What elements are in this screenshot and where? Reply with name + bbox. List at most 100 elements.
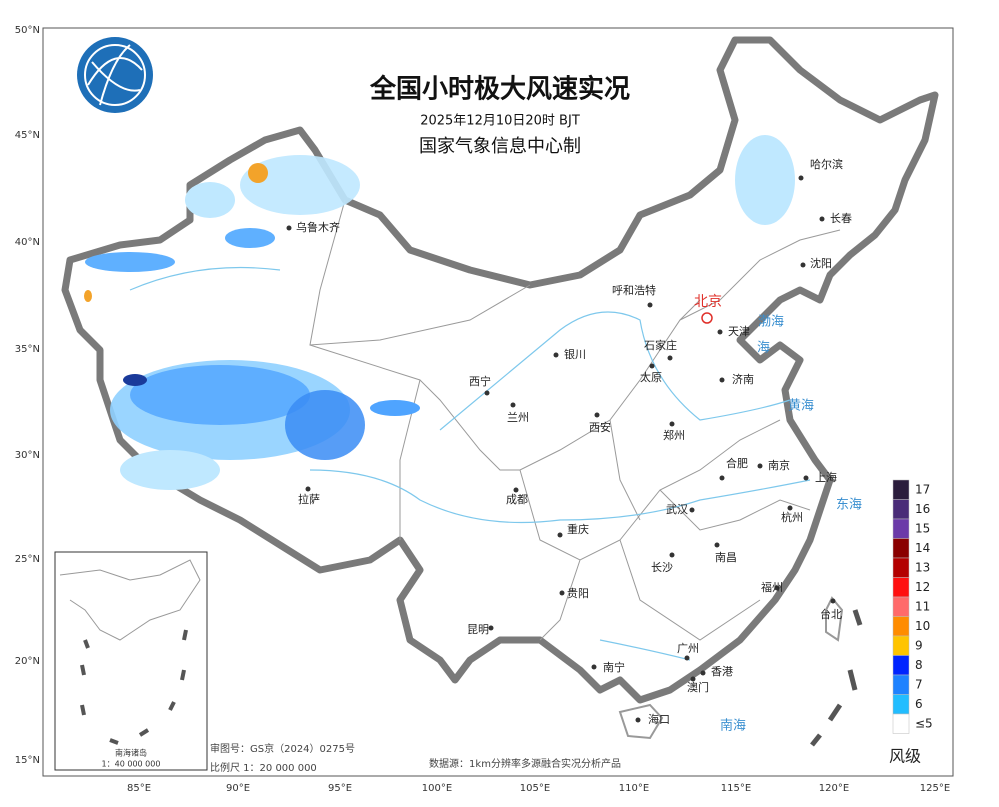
map-frame: [42, 27, 954, 777]
legend-label: 8: [915, 658, 923, 672]
city-label: 杭州: [781, 510, 803, 524]
legend-label: 7: [915, 678, 923, 692]
city-dot: [819, 216, 825, 222]
city-label: 郑州: [663, 428, 685, 442]
city-dot: [798, 175, 804, 181]
sea-label: 东海: [836, 498, 862, 513]
city-label: 广州: [677, 642, 699, 655]
city-dot: [684, 655, 690, 661]
city-dot: [787, 505, 793, 511]
legend-label: 6: [915, 697, 923, 711]
rivers: [129, 266, 811, 661]
city-label: 香港: [711, 665, 733, 678]
city-label: 银川: [564, 347, 586, 361]
city-label: 福州: [761, 580, 783, 594]
city-label: 西安: [589, 420, 611, 434]
city-dot: [830, 598, 836, 604]
longitude-label: 120°E: [819, 783, 849, 794]
legend-swatch: [892, 694, 910, 715]
city-dot: [488, 625, 494, 631]
city-dot: [719, 377, 725, 383]
city-dot: [803, 475, 809, 481]
legend-swatch: [892, 713, 910, 734]
province-borders: [309, 199, 841, 641]
producer: 国家气象信息中心制: [419, 136, 581, 157]
city-dot: [553, 352, 559, 358]
boundary-dashes: [810, 609, 863, 747]
city-label: 乌鲁木齐: [296, 220, 340, 234]
latitude-label: 25°N: [15, 554, 40, 565]
latitude-label: 45°N: [15, 130, 40, 141]
legend-swatch: [892, 674, 910, 695]
city-dot: [559, 590, 565, 596]
city-dot: [594, 412, 600, 418]
legend-swatch: [892, 499, 910, 520]
latitude-label: 30°N: [15, 450, 40, 461]
city-label: 海口: [648, 712, 670, 726]
legend-label: 16: [915, 502, 930, 516]
legend-swatch: [892, 518, 910, 539]
map-subtitle: 2025年12月10日20时 BJT: [420, 114, 580, 129]
inset-outline: [59, 559, 201, 641]
longitude-label: 100°E: [422, 783, 452, 794]
legend-swatch: [892, 616, 910, 637]
legend-swatch: [892, 479, 910, 500]
latitude-label: 40°N: [15, 237, 40, 248]
legend-label: 15: [915, 522, 930, 536]
inset-boundary-dashes: [80, 629, 188, 745]
city-label: 济南: [732, 372, 754, 386]
inset-title: 南海诸岛: [115, 748, 147, 758]
city-dot: [647, 302, 653, 308]
data-source: 数据源：1km分辨率多源融合实况分析产品: [429, 757, 621, 770]
city-dot: [557, 532, 563, 538]
city-label: 太原: [640, 371, 662, 384]
latitude-label: 20°N: [15, 656, 40, 667]
city-dot: [667, 355, 673, 361]
city-label: 长春: [830, 212, 852, 225]
legend-label: 9: [915, 639, 923, 653]
latitude-label: 35°N: [15, 344, 40, 355]
city-label: 拉萨: [298, 492, 320, 506]
city-dot: [800, 262, 806, 268]
city-dot: [484, 390, 490, 396]
capital-label: 北京: [694, 294, 722, 310]
city-label: 澳门: [687, 680, 709, 694]
city-dot: [513, 487, 519, 493]
city-label: 呼和浩特: [612, 283, 656, 297]
legend-swatch: [892, 635, 910, 656]
legend-label: 14: [915, 541, 930, 555]
city-dot: [717, 329, 723, 335]
legend-label: 12: [915, 580, 930, 594]
city-dot: [591, 664, 597, 670]
longitude-label: 95°E: [328, 783, 352, 794]
legend-swatch: [892, 596, 910, 617]
hainan-island: [618, 703, 664, 740]
city-label: 哈尔滨: [810, 157, 843, 171]
city-label: 成都: [506, 493, 528, 506]
logo: [77, 37, 153, 113]
city-dot: [719, 475, 725, 481]
legend-swatch: [892, 557, 910, 578]
city-dot: [305, 486, 311, 492]
city-label: 武汉: [666, 503, 688, 516]
approval-number: 审图号：GS京（2024）0275号: [210, 742, 355, 755]
legend-swatch: [892, 655, 910, 676]
city-dot: [690, 676, 696, 682]
city-label: 天津: [728, 325, 750, 338]
city-label: 南宁: [603, 660, 625, 674]
city-dot: [689, 507, 695, 513]
legend-label: 11: [915, 600, 930, 614]
legend-swatch: [892, 538, 910, 559]
city-label: 南京: [768, 458, 790, 472]
city-dot: [635, 717, 641, 723]
city-dot: [286, 225, 292, 231]
longitude-label: 110°E: [619, 783, 649, 794]
city-dot: [700, 670, 706, 676]
inset-scale: 1：40 000 000: [102, 760, 161, 769]
longitude-label: 115°E: [721, 783, 751, 794]
city-label: 南昌: [715, 551, 737, 564]
sea-label: 渤海: [758, 314, 784, 330]
city-dot: [669, 421, 675, 427]
sea-label: 南海: [720, 718, 746, 734]
